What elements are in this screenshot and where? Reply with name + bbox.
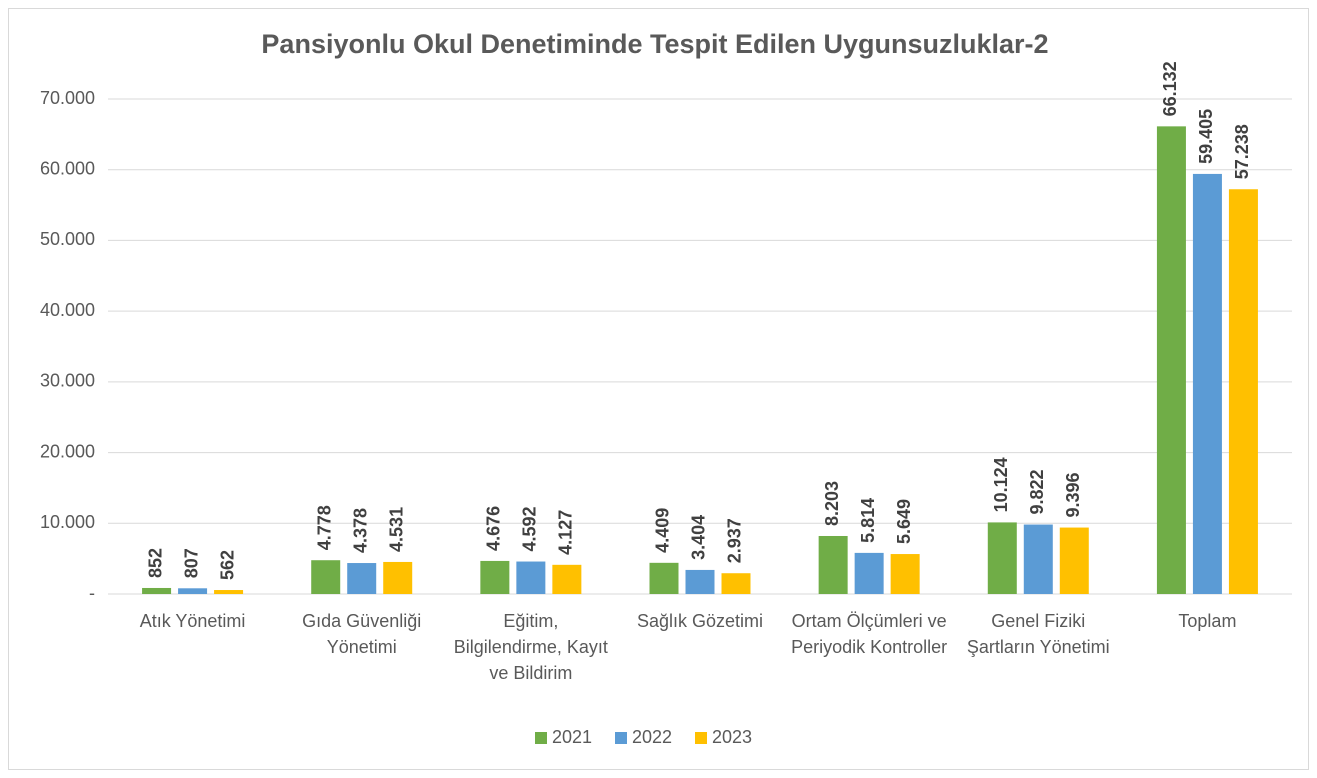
bar <box>685 569 715 594</box>
bar <box>1192 173 1222 594</box>
value-label: 59.405 <box>1196 109 1216 164</box>
bar <box>552 564 582 594</box>
bar <box>178 588 208 594</box>
value-label: 57.238 <box>1232 124 1252 179</box>
value-label: 9.822 <box>1027 469 1047 514</box>
y-tick-label: 60.000 <box>40 158 95 178</box>
value-label: 2.937 <box>725 518 745 563</box>
x-tick-label: Ortam Ölçümleri ve Periyodik Kontroller <box>791 611 948 657</box>
x-tick-label: Sağlık Gözetimi <box>636 611 764 631</box>
bar <box>1059 527 1089 594</box>
legend-label: 2021 <box>552 727 592 747</box>
x-tick-label: Genel Fiziki Şartların Yönetimi <box>966 611 1110 657</box>
bar <box>383 561 413 594</box>
bar <box>347 563 377 594</box>
legend-label: 2023 <box>712 727 752 747</box>
bar <box>890 554 920 594</box>
bar <box>311 560 341 594</box>
y-tick-label: 30.000 <box>40 371 95 391</box>
value-label: 4.531 <box>386 507 406 552</box>
bar <box>516 561 546 594</box>
value-label: 66.132 <box>1160 61 1180 116</box>
value-label: 10.124 <box>991 457 1011 512</box>
bar <box>1023 524 1053 594</box>
bar <box>854 552 884 594</box>
bar <box>214 590 244 594</box>
value-label: 4.592 <box>520 506 540 551</box>
y-tick-label: - <box>89 583 95 603</box>
chart-title: Pansiyonlu Okul Denetiminde Tespit Edile… <box>261 29 1048 59</box>
value-label: 4.409 <box>653 508 673 553</box>
y-tick-label: 70.000 <box>40 88 95 108</box>
x-tick-label: Eğitim, Bilgilendirme, Kayıt ve Bildirim <box>453 611 608 683</box>
legend-swatch <box>695 732 707 744</box>
value-label: 5.814 <box>858 498 878 543</box>
chart-border <box>8 8 1309 770</box>
y-tick-label: 10.000 <box>40 512 95 532</box>
bar <box>142 587 172 594</box>
x-tick-label: Toplam <box>1178 611 1237 631</box>
value-label: 4.378 <box>350 508 370 553</box>
bar <box>1228 189 1258 594</box>
value-label: 4.778 <box>314 505 334 550</box>
x-tick-label: Gıda Güvenliği Yönetimi <box>302 611 422 657</box>
y-tick-label: 50.000 <box>40 229 95 249</box>
value-label: 807 <box>181 548 201 578</box>
value-label: 8.203 <box>822 481 842 526</box>
y-tick-label: 40.000 <box>40 300 95 320</box>
legend-label: 2022 <box>632 727 672 747</box>
bar <box>818 535 848 594</box>
legend-swatch <box>535 732 547 744</box>
y-tick-label: 20.000 <box>40 441 95 461</box>
bar <box>1156 126 1186 594</box>
bar <box>649 562 679 594</box>
bar <box>721 573 751 594</box>
bar <box>480 560 510 594</box>
bar <box>987 522 1017 594</box>
value-label: 4.676 <box>484 506 504 551</box>
value-label: 852 <box>145 548 165 578</box>
value-label: 5.649 <box>894 499 914 544</box>
value-label: 9.396 <box>1063 473 1083 518</box>
value-label: 4.127 <box>556 510 576 555</box>
legend-swatch <box>615 732 627 744</box>
x-tick-label: Atık Yönetimi <box>139 611 246 631</box>
value-label: 3.404 <box>689 515 709 560</box>
value-label: 562 <box>217 550 237 580</box>
